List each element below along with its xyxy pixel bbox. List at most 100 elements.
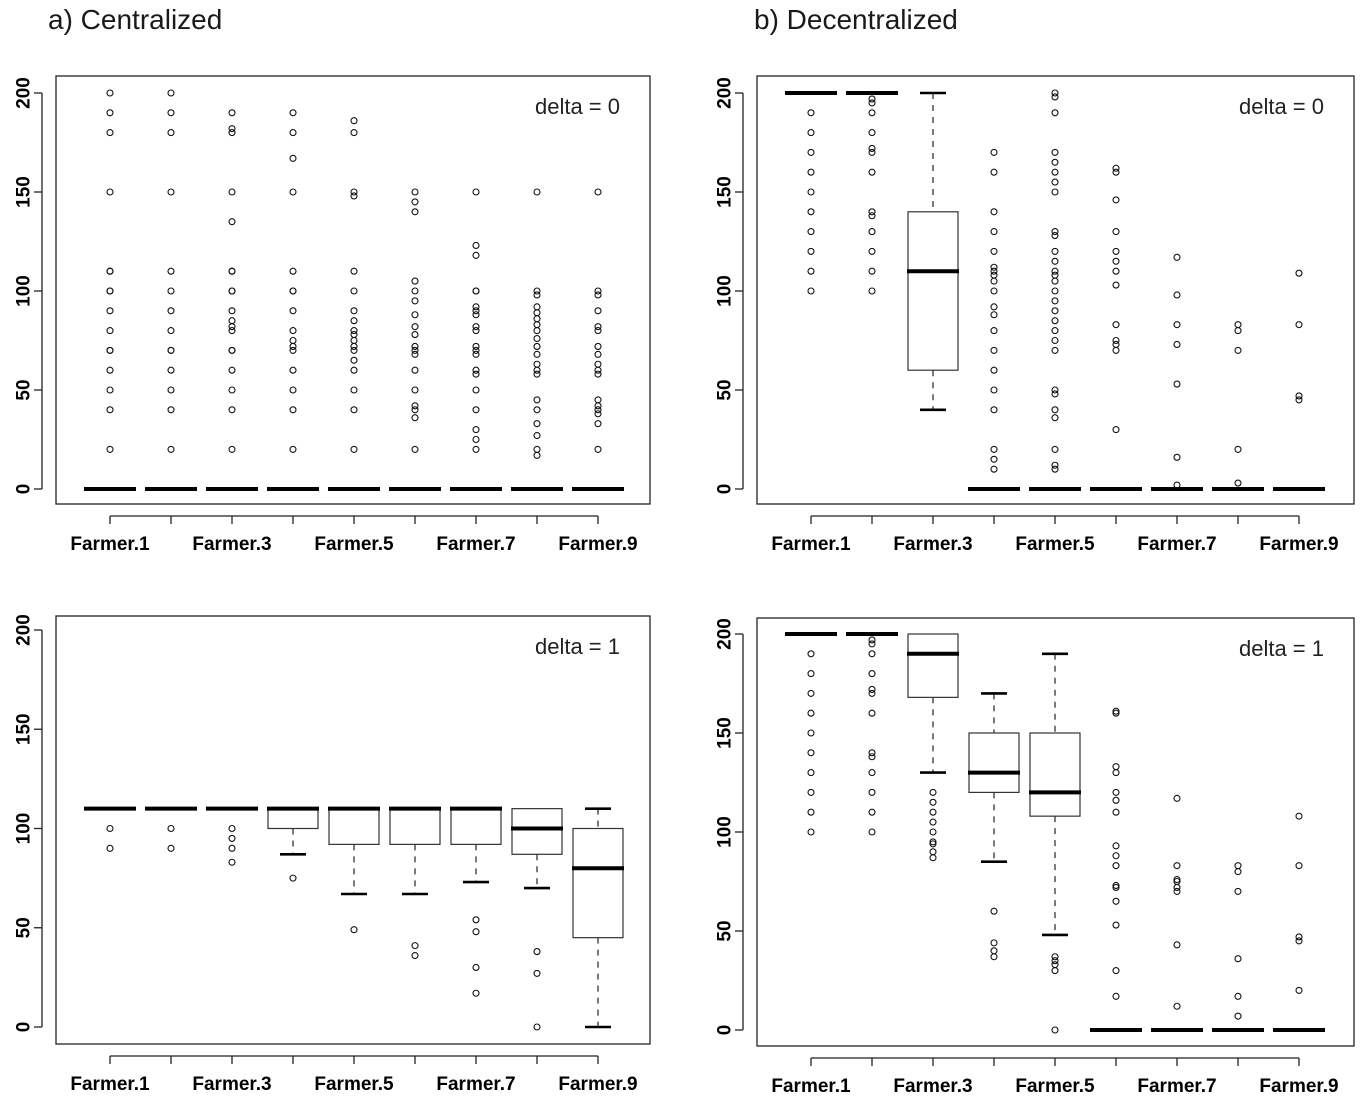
outlier-point bbox=[1051, 327, 1059, 335]
outlier-point bbox=[472, 928, 480, 936]
outlier-point bbox=[1173, 794, 1181, 802]
outlier-point bbox=[533, 431, 541, 440]
outlier-point bbox=[1051, 390, 1059, 398]
outlier-point bbox=[807, 650, 815, 658]
box-Farmer.1 bbox=[785, 632, 837, 836]
y-tick-label: 100 bbox=[14, 275, 35, 307]
outlier-point bbox=[472, 241, 480, 250]
outlier-point bbox=[594, 360, 602, 368]
outlier-point bbox=[1051, 414, 1059, 422]
outlier-point bbox=[990, 445, 998, 453]
outlier-point bbox=[1173, 883, 1181, 891]
outlier-point bbox=[228, 317, 236, 325]
outlier-point bbox=[411, 346, 419, 354]
outlier-point bbox=[1112, 168, 1120, 176]
outlier-point bbox=[1234, 346, 1242, 354]
outlier-point bbox=[1051, 277, 1059, 285]
outlier-point bbox=[1051, 287, 1059, 295]
delta-annotation: delta = 1 bbox=[1239, 636, 1324, 661]
outlier-point bbox=[411, 198, 419, 206]
outlier-point bbox=[868, 769, 876, 777]
outlier-point bbox=[594, 420, 602, 428]
outlier-point bbox=[106, 287, 114, 295]
outlier-point bbox=[167, 89, 175, 97]
outlier-point bbox=[594, 350, 602, 358]
box-Farmer.5 bbox=[328, 806, 380, 934]
outlier-point bbox=[289, 188, 297, 196]
outlier-point bbox=[1295, 933, 1303, 941]
outlier-point bbox=[807, 208, 815, 216]
outlier-point bbox=[533, 350, 541, 358]
outlier-point bbox=[472, 307, 480, 315]
outlier-point bbox=[228, 327, 236, 335]
outlier-point bbox=[990, 939, 998, 947]
y-tick-label: 200 bbox=[14, 614, 35, 646]
outlier-point bbox=[106, 406, 114, 414]
outlier-point bbox=[1234, 955, 1242, 963]
outlier-point bbox=[594, 370, 602, 378]
outlier-point bbox=[929, 854, 937, 862]
box-Farmer.5 bbox=[1029, 652, 1081, 1034]
outlier-point bbox=[594, 402, 602, 410]
outlier-point bbox=[289, 874, 297, 882]
outlier-point bbox=[1112, 267, 1120, 275]
outlier-point bbox=[411, 297, 419, 305]
outlier-point bbox=[228, 858, 236, 866]
section-title-decentralized: b) Decentralized bbox=[754, 4, 958, 35]
outlier-point bbox=[289, 287, 297, 295]
outlier-point bbox=[1051, 267, 1059, 275]
outlier-point bbox=[1234, 868, 1242, 876]
outlier-point bbox=[1051, 386, 1059, 394]
outlier-point bbox=[1112, 247, 1120, 255]
outlier-point bbox=[1051, 168, 1059, 176]
outlier-point bbox=[1112, 196, 1120, 204]
outlier-point bbox=[1112, 164, 1120, 172]
outlier-point bbox=[807, 749, 815, 757]
box-body bbox=[907, 211, 959, 371]
outlier-point bbox=[411, 287, 419, 295]
outlier-point bbox=[350, 287, 358, 295]
y-tick-label: 0 bbox=[715, 484, 736, 495]
outlier-point bbox=[411, 277, 419, 285]
outlier-point bbox=[1112, 796, 1120, 804]
outlier-point bbox=[106, 327, 114, 335]
outlier-point bbox=[1112, 788, 1120, 796]
boxplot-panel-2: 0 50 100 150 200 Farmer.1 Farmer.3 Farmer.5 Farm… bbox=[715, 75, 1355, 555]
outlier-point bbox=[594, 323, 602, 331]
outlier-point bbox=[1051, 188, 1059, 196]
outlier-point bbox=[1173, 380, 1181, 388]
box-Farmer.8 bbox=[511, 808, 563, 1031]
outlier-point bbox=[289, 307, 297, 315]
outlier-point bbox=[868, 228, 876, 236]
plot-frame bbox=[756, 75, 1355, 505]
outlier-point bbox=[1051, 307, 1059, 315]
outlier-point bbox=[990, 148, 998, 156]
outlier-point bbox=[350, 317, 358, 325]
box-Farmer.6 bbox=[1090, 164, 1142, 491]
outlier-point bbox=[868, 267, 876, 275]
outlier-point bbox=[350, 445, 358, 453]
outlier-point bbox=[289, 267, 297, 275]
outlier-point bbox=[228, 346, 236, 354]
outlier-point bbox=[868, 670, 876, 678]
y-tick-label: 0 bbox=[715, 1025, 736, 1036]
outlier-point bbox=[1051, 967, 1059, 975]
outlier-point bbox=[533, 396, 541, 404]
outlier-point bbox=[289, 406, 297, 414]
x-tick-label: Farmer.3 bbox=[893, 1076, 972, 1096]
x-tick-label: Farmer.7 bbox=[1137, 1076, 1216, 1096]
outlier-point bbox=[411, 188, 419, 196]
outlier-point bbox=[289, 129, 297, 137]
outlier-point bbox=[929, 838, 937, 846]
outlier-point bbox=[990, 346, 998, 354]
outlier-point bbox=[533, 451, 541, 459]
outlier-point bbox=[990, 208, 998, 216]
outlier-point bbox=[289, 327, 297, 335]
box-Farmer.1 bbox=[84, 806, 136, 852]
outlier-point bbox=[1051, 232, 1059, 240]
box-body bbox=[328, 808, 380, 845]
outlier-point bbox=[106, 346, 114, 354]
outlier-point bbox=[472, 327, 480, 335]
x-tick-label: Farmer.7 bbox=[1137, 534, 1216, 555]
outlier-point bbox=[929, 798, 937, 806]
